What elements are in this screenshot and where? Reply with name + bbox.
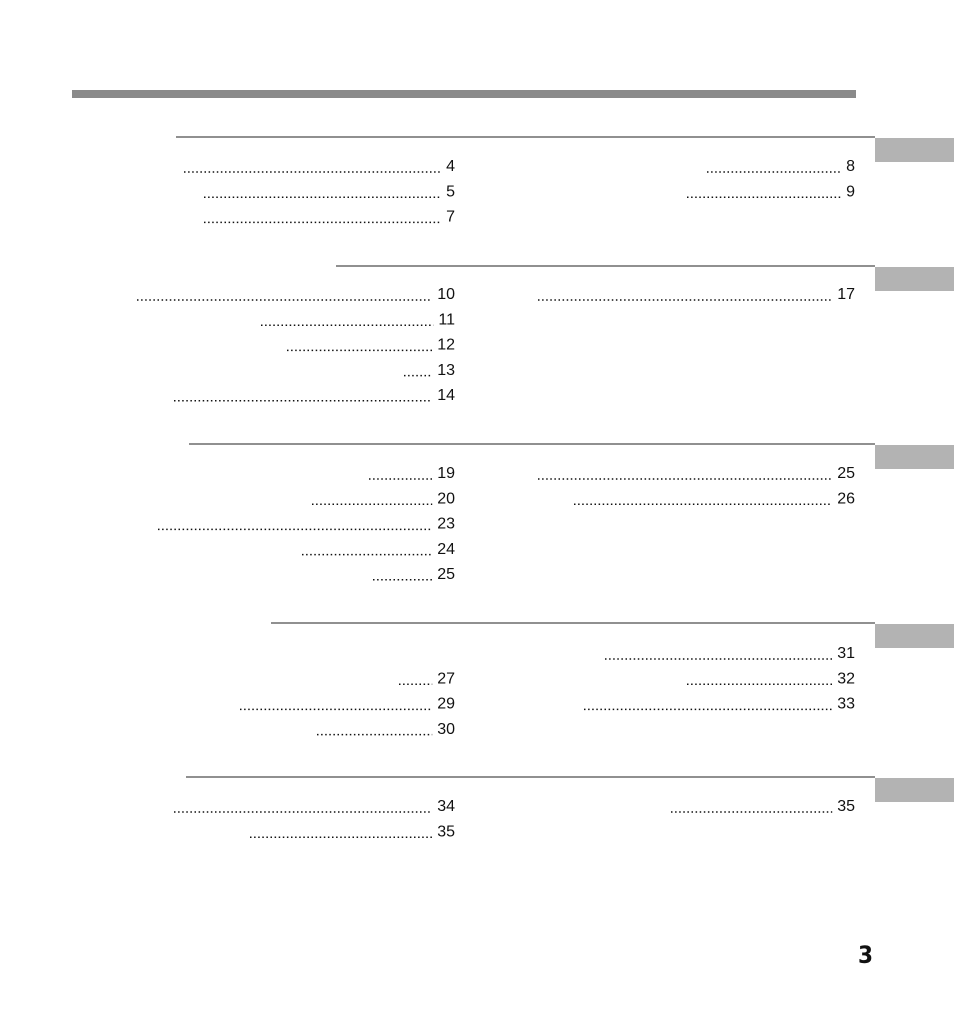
page-ref: 17 <box>837 286 855 303</box>
section-tab <box>875 778 954 802</box>
page-ref: 32 <box>837 670 855 687</box>
page-ref: 33 <box>837 696 855 713</box>
page-ref: 29 <box>437 696 455 713</box>
page-ref: 25 <box>437 566 455 583</box>
page-ref: 20 <box>437 490 455 507</box>
section-tab <box>875 267 954 291</box>
page-ref: 14 <box>437 387 455 404</box>
section-tab <box>875 624 954 648</box>
page-ref: 8 <box>846 158 855 175</box>
page-ref: 13 <box>437 362 455 379</box>
section-tab <box>875 445 954 469</box>
page-ref: 30 <box>437 721 455 738</box>
page-ref: 10 <box>437 286 455 303</box>
page-ref: 23 <box>437 516 455 533</box>
page-ref: 9 <box>846 183 855 200</box>
page-ref: 7 <box>446 209 455 226</box>
section-tab <box>875 138 954 162</box>
page-ref: 27 <box>437 670 455 687</box>
page-ref: 26 <box>837 490 855 507</box>
page-ref: 34 <box>437 798 455 815</box>
page-ref: 4 <box>446 158 455 175</box>
page-ref: 5 <box>446 183 455 200</box>
page-ref: 19 <box>437 465 455 482</box>
page-ref: 11 <box>438 311 455 328</box>
header-bar <box>72 90 856 98</box>
page-ref: 35 <box>437 823 455 840</box>
page-ref: 31 <box>837 645 855 662</box>
page-ref: 24 <box>437 541 455 558</box>
page-ref: 12 <box>437 337 455 354</box>
page-number: 3 <box>858 941 873 969</box>
page-ref: 35 <box>837 798 855 815</box>
page-ref: 25 <box>837 465 855 482</box>
